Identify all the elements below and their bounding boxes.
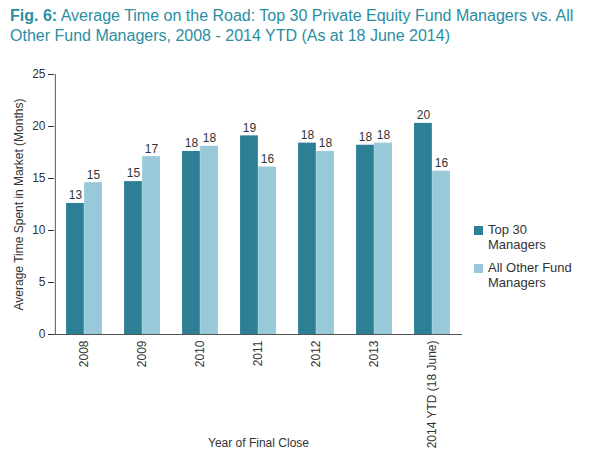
svg-text:13: 13	[69, 188, 83, 202]
svg-text:2008: 2008	[77, 340, 91, 367]
svg-text:17: 17	[145, 142, 159, 156]
svg-text:0: 0	[39, 327, 46, 341]
svg-text:18: 18	[377, 128, 391, 142]
html-text:Fig. 6: Average Time on the Ro: Fig. 6: Average Time on the Road: Top 30…	[10, 7, 574, 44]
svg-text:5: 5	[39, 275, 46, 289]
html-text:Top 30 Managers: Top 30 Managers	[488, 222, 546, 252]
svg-text:18: 18	[301, 128, 315, 142]
svg-text:20: 20	[417, 108, 431, 122]
svg-text:10: 10	[32, 223, 46, 237]
svg-text:19: 19	[243, 121, 257, 135]
svg-text:25: 25	[32, 67, 46, 81]
svg-text:2011: 2011	[251, 340, 265, 366]
svg-text:2009: 2009	[135, 340, 149, 367]
svg-text:2014 YTD (18 June): 2014 YTD (18 June)	[425, 340, 439, 448]
svg-text:18: 18	[359, 130, 373, 144]
svg-text:Year of Final Close: Year of Final Close	[208, 436, 309, 450]
html-text:All Other Fund Managers: All Other Fund Managers	[488, 260, 572, 290]
svg-text:18: 18	[185, 136, 199, 150]
svg-text:Average Time Spent in Market (: Average Time Spent in Market (Months)	[12, 99, 26, 311]
svg-text:2013: 2013	[367, 340, 381, 367]
svg-text:15: 15	[32, 171, 46, 185]
svg-text:15: 15	[87, 168, 101, 182]
svg-text:2012: 2012	[309, 340, 323, 367]
svg-text:16: 16	[261, 152, 275, 166]
svg-text:20: 20	[32, 119, 46, 133]
svg-text:18: 18	[319, 136, 333, 150]
svg-text:15: 15	[127, 166, 141, 180]
svg-text:16: 16	[435, 156, 449, 170]
svg-text:2010: 2010	[193, 340, 207, 367]
svg-text:18: 18	[203, 131, 217, 145]
